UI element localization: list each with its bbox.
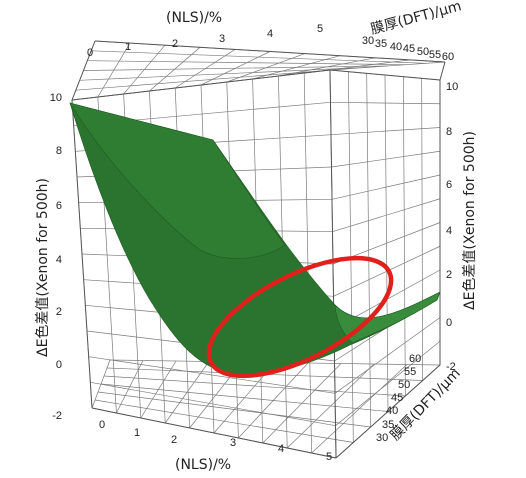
x-tick-bottom: 5 <box>326 451 332 463</box>
gridline-floor <box>97 391 371 428</box>
box-frame-edge <box>329 69 441 81</box>
z-tick-right: 0 <box>446 317 452 329</box>
highlight-ellipse <box>206 255 394 379</box>
box-frame-edge <box>94 40 446 63</box>
response-surface <box>69 102 441 375</box>
x-tick-top: 4 <box>267 28 273 40</box>
z-tick-left: 6 <box>56 200 62 212</box>
y-tick-side: 40 <box>386 405 398 417</box>
y-tick-top: 55 <box>429 49 441 61</box>
gridline-top <box>87 60 407 66</box>
z-tick-right: 8 <box>446 126 452 138</box>
x-tick-top: 5 <box>317 23 323 35</box>
y-tick-top: 50 <box>417 46 429 58</box>
x-tick-top: 3 <box>219 33 225 45</box>
gridline-floor <box>103 375 406 397</box>
box-frame-edge <box>71 99 93 409</box>
z-tick-right: 10 <box>446 81 458 93</box>
gridline-front-horizontal <box>90 381 336 427</box>
y-tick-side: 60 <box>409 353 421 365</box>
box-frame-edge <box>71 40 96 101</box>
gridline-top <box>79 66 369 81</box>
gridline-floor <box>100 383 389 412</box>
surface-upper-patch <box>69 102 286 259</box>
gridline-top <box>75 68 350 91</box>
y-tick-side: 50 <box>398 379 410 391</box>
z-tick-right: 6 <box>446 179 452 191</box>
box-frame-edge <box>71 69 331 101</box>
box-frame-edge <box>91 407 337 459</box>
z-tick-right: 4 <box>446 225 452 237</box>
gridline-right-vertical <box>384 74 389 412</box>
y-tick-top: 35 <box>375 38 387 50</box>
grid-layer <box>71 40 446 459</box>
y-tick-side: 45 <box>391 392 403 404</box>
x-tick-top: 0 <box>87 47 93 59</box>
z-axis-title-left: ΔE色差值(Xenon for 500h) <box>34 178 51 357</box>
x-tick-bottom: 0 <box>99 419 105 431</box>
gridline-right-vertical <box>421 78 424 381</box>
x-tick-bottom: 3 <box>230 437 236 449</box>
y-tick-top: 45 <box>403 43 415 55</box>
x-tick-top: 1 <box>125 41 131 53</box>
box-frame-edge <box>335 364 441 459</box>
z-tick-left: -2 <box>52 410 62 422</box>
z-tick-right: 2 <box>446 269 452 281</box>
y-tick-top: 60 <box>442 51 454 63</box>
z-tick-right: -2 <box>446 361 456 373</box>
x-tick-bottom: 4 <box>278 443 284 455</box>
gridline-right-vertical <box>366 73 372 428</box>
box-frame-edge <box>439 61 446 81</box>
y-tick-side: 35 <box>382 419 394 431</box>
z-tick-left: 8 <box>56 145 62 157</box>
gridline-right-vertical <box>402 76 406 397</box>
z-axis-title-right: ΔE色差值(Xenon for 500h) <box>461 131 478 310</box>
y-tick-side: 30 <box>376 432 388 444</box>
x-axis-title-top: (NLS)/% <box>166 10 222 26</box>
box-frame-edge <box>329 69 337 459</box>
gridline-floor <box>94 399 354 443</box>
x-axis-title-bottom: (NLS)/% <box>175 457 231 473</box>
y-axis-title-top: 膜厚(DFT)/μm <box>369 0 463 38</box>
z-tick-left: 4 <box>56 254 62 266</box>
z-tick-left: 0 <box>56 359 62 371</box>
y-tick-top: 40 <box>390 41 402 53</box>
y-tick-side: 55 <box>404 366 416 378</box>
x-tick-bottom: 2 <box>171 434 177 446</box>
z-tick-left: 2 <box>56 306 62 318</box>
x-tick-top: 2 <box>172 38 178 50</box>
gridline-top <box>91 50 426 64</box>
gridline-front-horizontal <box>88 356 336 394</box>
gridline-top <box>83 65 388 71</box>
y-tick-top: 30 <box>362 35 374 47</box>
z-tick-left: 10 <box>50 92 62 104</box>
x-tick-bottom: 1 <box>134 427 140 439</box>
